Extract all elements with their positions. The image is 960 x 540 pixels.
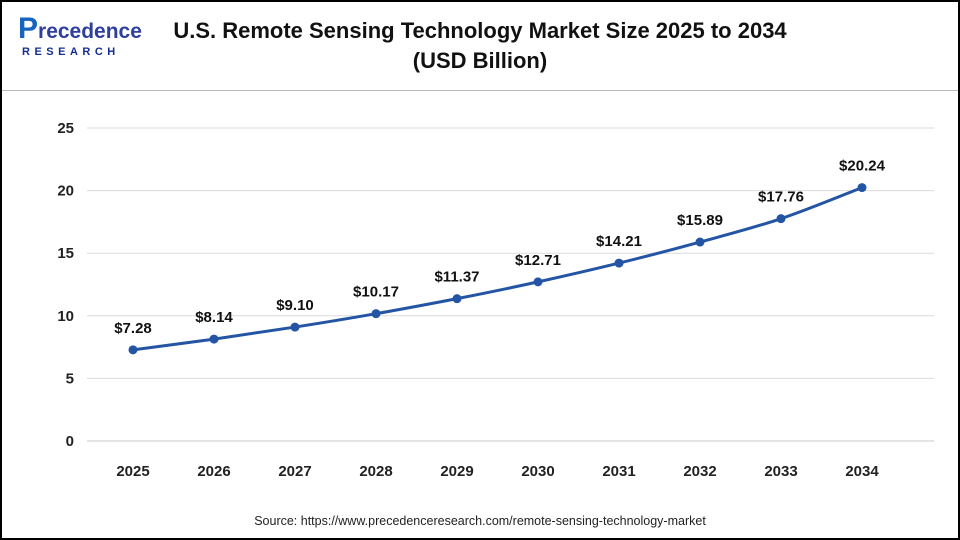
data-point [695, 237, 705, 247]
data-point [857, 183, 867, 193]
data-point [533, 277, 543, 287]
data-point [452, 294, 462, 304]
data-point [128, 345, 138, 355]
y-axis-tick-label: 5 [66, 370, 74, 387]
x-axis-tick-label: 2026 [197, 463, 230, 480]
x-axis-tick-label: 2030 [521, 463, 554, 480]
x-axis-tick-label: 2028 [359, 463, 392, 480]
chart-header: Precedence RESEARCH U.S. Remote Sensing … [2, 2, 958, 91]
y-axis-tick-label: 20 [57, 183, 74, 200]
x-axis-tick-label: 2029 [440, 463, 473, 480]
chart-title-line2: (USD Billion) [412, 48, 548, 73]
data-point-label: $11.37 [434, 269, 479, 286]
data-point-label: $14.21 [596, 233, 642, 250]
y-axis-tick-label: 10 [57, 308, 74, 325]
data-point-label: $17.76 [758, 189, 804, 206]
brand-logo-name: Precedence [18, 12, 142, 45]
data-point-label: $8.14 [195, 309, 233, 326]
source-text: Source: https://www.precedenceresearch.c… [254, 514, 706, 528]
data-point [776, 214, 786, 224]
data-point-label: $15.89 [677, 212, 723, 229]
x-axis-tick-label: 2033 [764, 463, 797, 480]
y-axis-tick-label: 15 [57, 245, 74, 262]
data-point [371, 309, 381, 319]
brand-logo: Precedence RESEARCH [18, 14, 142, 58]
data-point-label: $20.24 [839, 158, 886, 175]
x-axis-tick-label: 2027 [278, 463, 311, 480]
chart-title-line1: U.S. Remote Sensing Technology Market Si… [173, 18, 787, 44]
data-point [290, 322, 300, 332]
x-axis-tick-label: 2032 [683, 463, 716, 480]
x-axis-tick-label: 2025 [116, 463, 149, 480]
data-point [209, 334, 219, 344]
y-axis-tick-label: 0 [66, 433, 74, 450]
y-axis-tick-label: 25 [57, 120, 74, 137]
series-line [132, 186, 863, 352]
data-point-label: $10.17 [353, 284, 399, 301]
data-point-label: $9.10 [276, 297, 314, 314]
brand-logo-subtitle: RESEARCH [22, 46, 120, 58]
data-point [614, 258, 624, 268]
data-point-label: $12.71 [515, 252, 561, 269]
chart-title: U.S. Remote Sensing Technology Market Si… [173, 16, 786, 75]
data-point-label: $7.28 [114, 320, 152, 337]
x-axis-tick-label: 2034 [845, 463, 879, 480]
x-axis-tick-label: 2031 [602, 463, 635, 480]
